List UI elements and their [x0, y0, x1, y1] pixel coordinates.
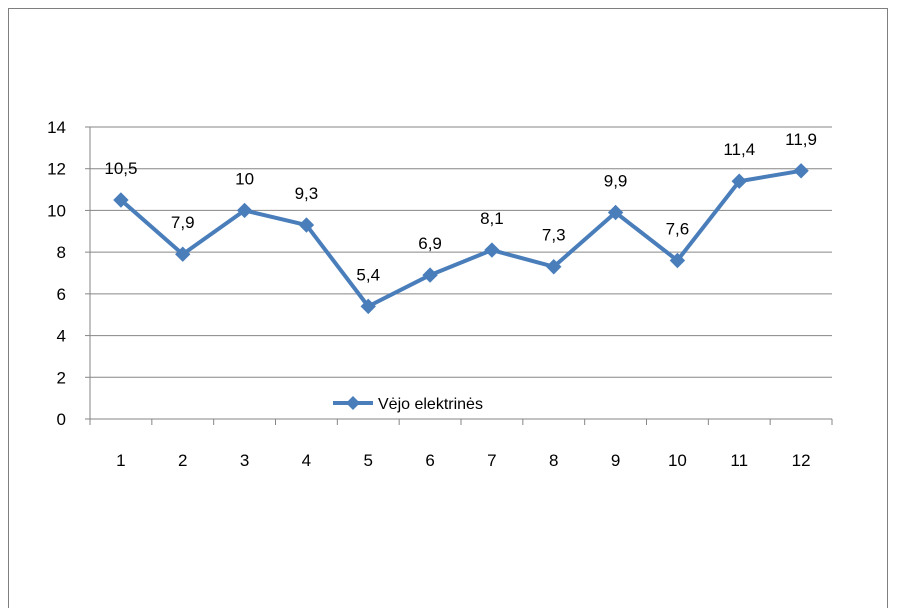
- x-tick-label-9: 9: [611, 451, 620, 470]
- data-point-5: [360, 298, 376, 315]
- x-tick-label-2: 2: [178, 451, 187, 470]
- data-point-4: [298, 217, 315, 233]
- data-label-4: 9,3: [295, 184, 319, 203]
- data-point-2: [175, 246, 191, 262]
- y-tick-label-4: 4: [57, 327, 66, 346]
- y-tick-labels: 0 2 4 6 8 10 12 14: [47, 118, 66, 429]
- x-tick-label-10: 10: [668, 451, 687, 470]
- data-label-9: 9,9: [604, 172, 628, 191]
- x-tick-label-1: 1: [116, 451, 125, 470]
- data-label-6: 6,9: [418, 234, 442, 253]
- x-tick-label-6: 6: [425, 451, 434, 470]
- x-tick-label-4: 4: [302, 451, 311, 470]
- y-tick-label-8: 8: [57, 243, 66, 262]
- y-tick-label-14: 14: [47, 118, 66, 137]
- data-point-7: [484, 242, 500, 258]
- series-line: [119, 168, 802, 309]
- legend-label: Vėjo elektrinės: [378, 396, 483, 413]
- data-label-3: 10: [235, 169, 254, 188]
- chart-frame: [8, 8, 888, 608]
- data-label-5: 5,4: [356, 265, 380, 284]
- data-point-12: [793, 163, 809, 179]
- data-label-1: 10,5: [104, 159, 137, 178]
- data-point-9: [607, 204, 624, 221]
- series-vejo-elektrines: [113, 163, 809, 315]
- x-tick-label-3: 3: [240, 451, 249, 470]
- data-label-11: 11,4: [723, 140, 755, 159]
- y-tick-label-0: 0: [57, 410, 66, 429]
- data-label-12: 11,9: [785, 130, 817, 149]
- data-point-8: [546, 259, 562, 275]
- data-label-7: 8,1: [480, 209, 504, 228]
- data-point-11: [731, 173, 747, 189]
- data-point-10: [669, 252, 686, 269]
- x-tick-label-7: 7: [487, 451, 496, 470]
- x-tick-label-12: 12: [792, 451, 811, 470]
- data-labels: 10,5 7,9 10 9,3 5,4 6,9 8,1 7,3 9,9 7,6 11,4 11,9: [104, 130, 817, 285]
- y-tick-label-2: 2: [57, 368, 66, 387]
- x-tick-label-11: 11: [730, 451, 748, 470]
- y-tick-label-6: 6: [57, 285, 66, 304]
- y-tick-label-10: 10: [47, 201, 66, 220]
- data-point-6: [422, 267, 438, 283]
- y-tick-label-12: 12: [47, 160, 66, 179]
- x-tick-label-5: 5: [364, 451, 373, 470]
- grid-lines: [90, 126, 832, 378]
- data-label-8: 7,3: [542, 226, 566, 245]
- data-label-10: 7,6: [666, 219, 690, 238]
- axes: [85, 126, 833, 425]
- data-label-2: 7,9: [171, 213, 195, 232]
- x-tick-labels: 1 2 3 4 5 6 7 8 9 10 11 12: [116, 451, 810, 470]
- legend: Vėjo elektrinės: [333, 396, 483, 413]
- data-point-3: [236, 202, 253, 219]
- x-tick-label-8: 8: [549, 451, 558, 470]
- legend-diamond-marker: [346, 396, 360, 410]
- data-point-1: [113, 192, 129, 208]
